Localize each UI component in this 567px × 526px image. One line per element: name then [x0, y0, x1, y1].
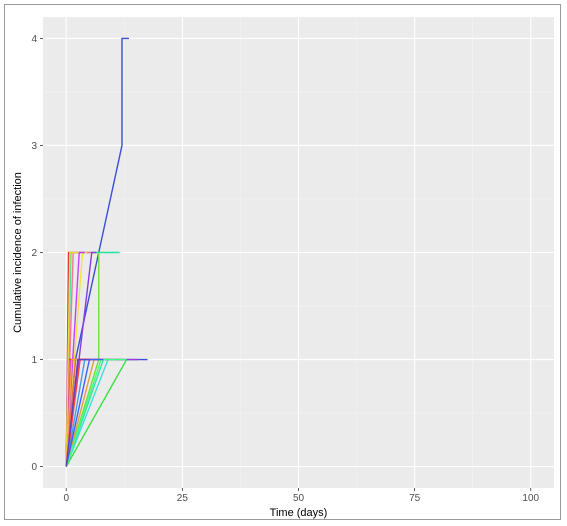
y-tick-label: 3 [31, 141, 37, 152]
x-tick-label: 100 [522, 493, 539, 504]
y-tick-label: 2 [31, 248, 37, 259]
x-axis-title: Time (days) [270, 507, 328, 519]
y-axis-ticks: 0 1 2 3 4 [31, 34, 43, 473]
series-line-7 [65, 251, 97, 467]
x-tick-label: 25 [177, 493, 189, 504]
x-tick-label: 75 [409, 493, 421, 504]
y-axis-title: Cumulative incidence of infection [12, 172, 24, 333]
y-tick-label: 4 [31, 34, 37, 45]
x-tick-label: 50 [293, 493, 305, 504]
series-line-23 [65, 358, 78, 467]
y-tick-label: 0 [31, 462, 37, 473]
chart-frame: 0 25 50 75 100 0 1 2 3 4 Time (days) Cumulative … [4, 4, 561, 520]
series-line-18 [65, 251, 83, 467]
line-chart: 0 25 50 75 100 0 1 2 3 4 Time (days) Cumulative … [12, 17, 554, 519]
y-tick-label: 1 [31, 355, 37, 366]
series-lines [65, 37, 148, 467]
series-line-24 [65, 358, 90, 467]
x-axis-ticks: 0 25 50 75 100 [63, 488, 540, 504]
x-tick-label: 0 [63, 493, 69, 504]
